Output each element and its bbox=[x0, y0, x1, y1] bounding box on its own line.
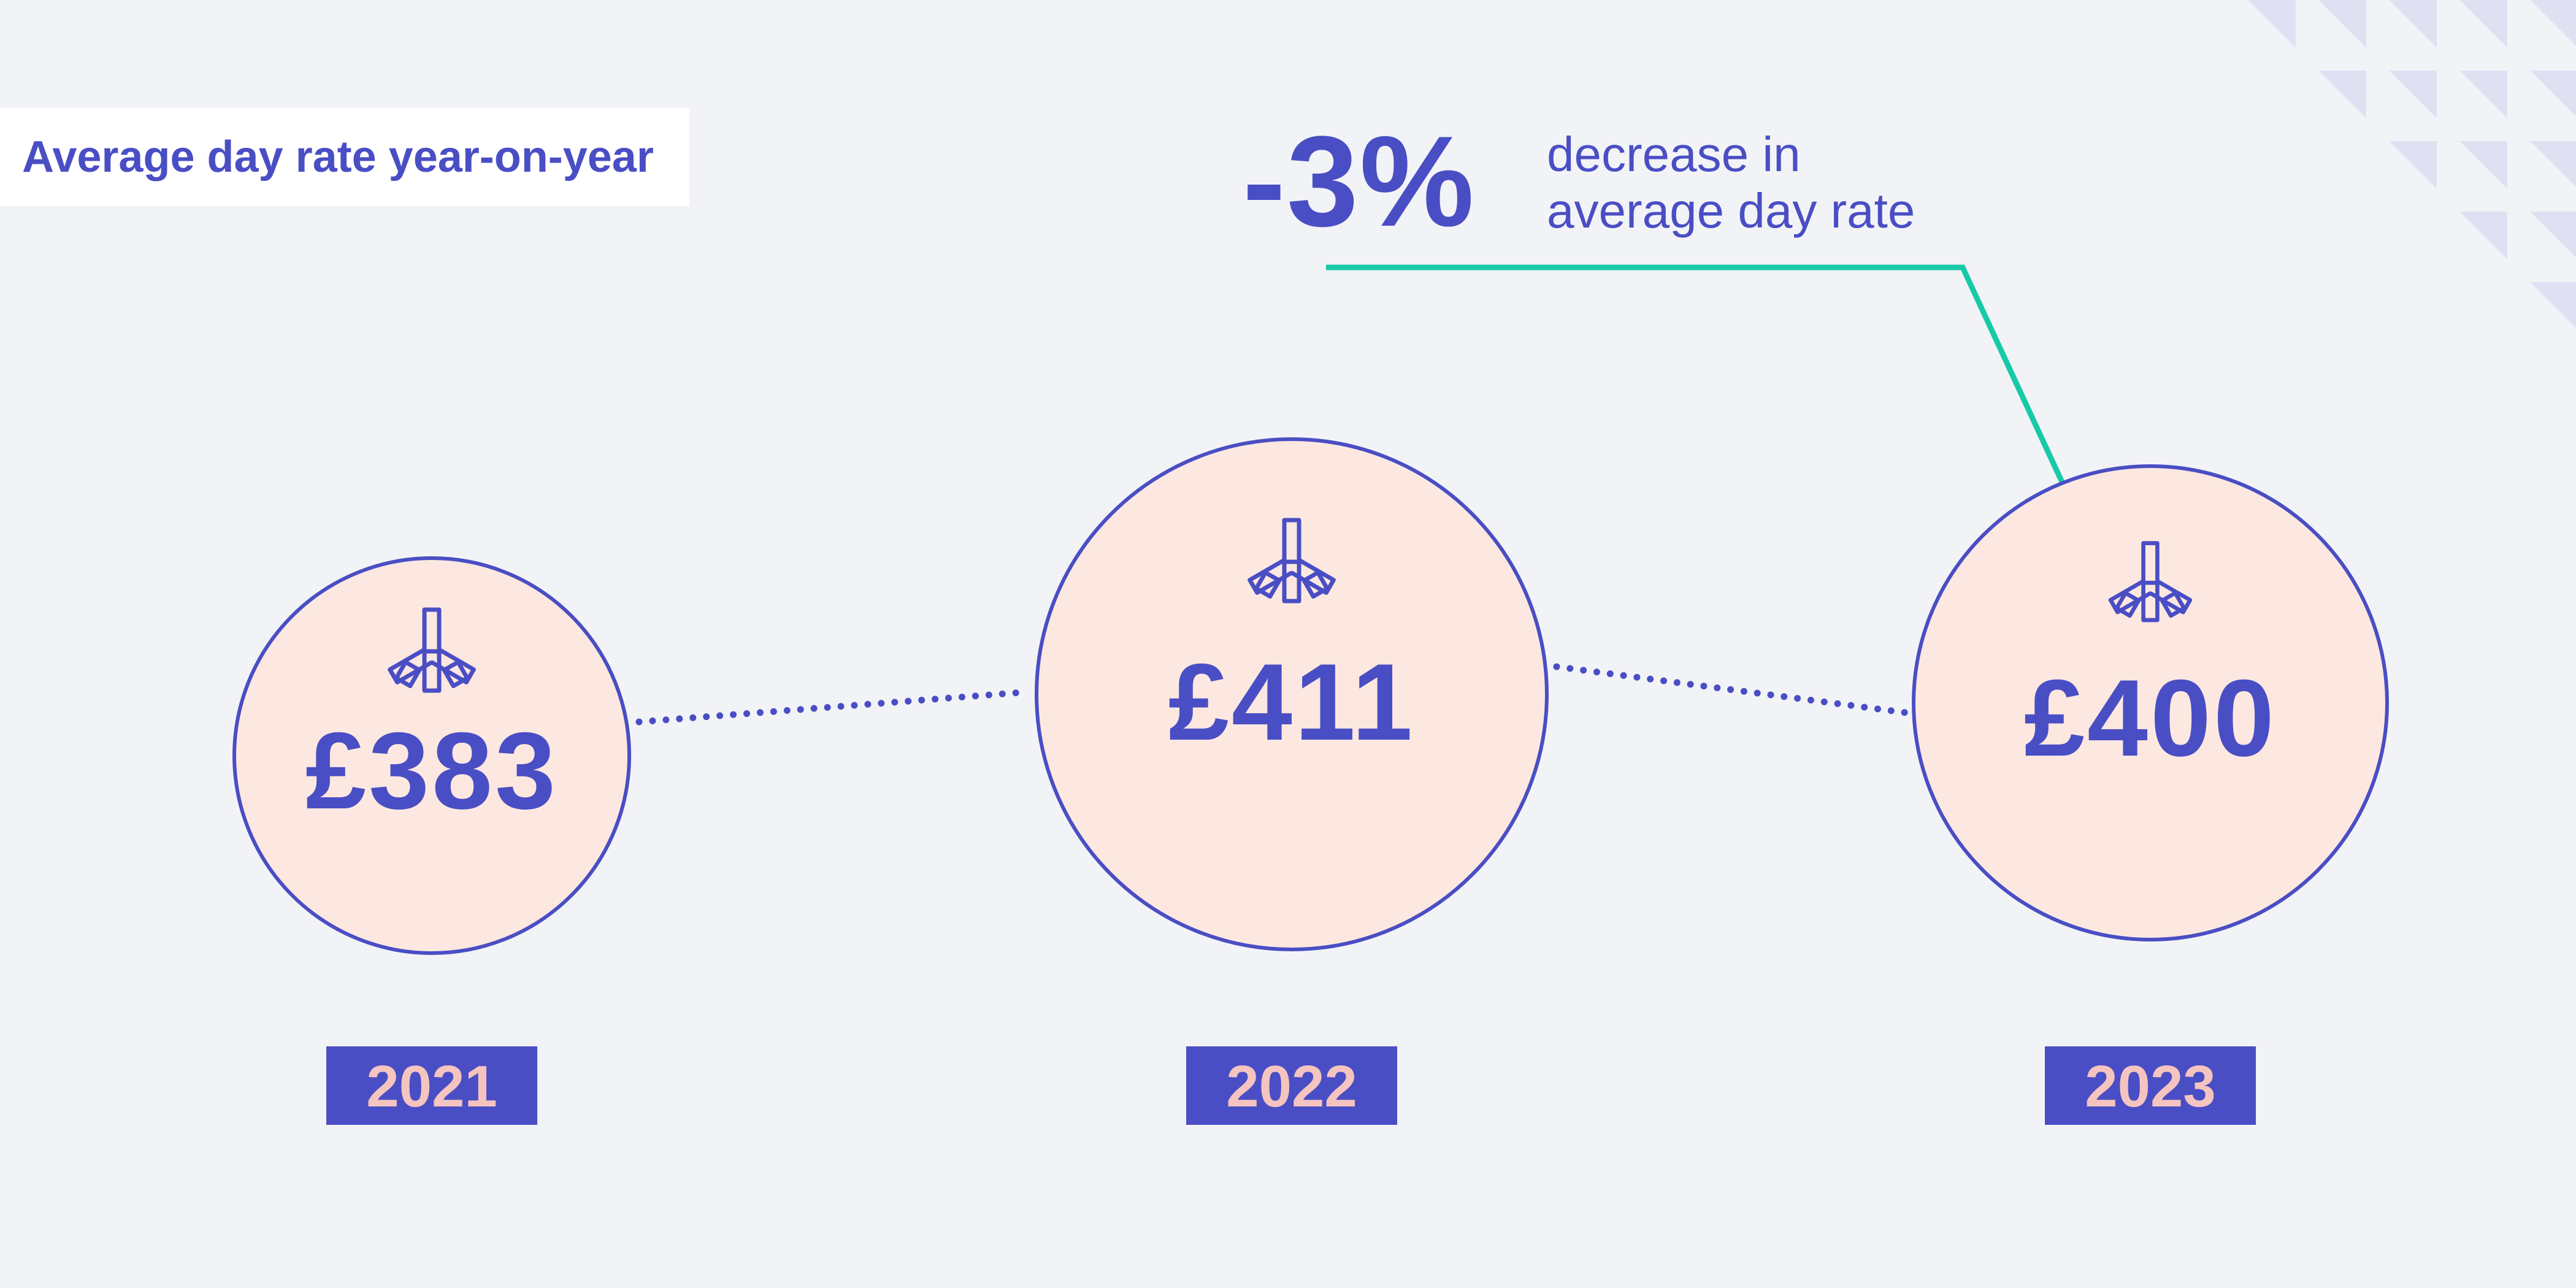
year-label: 2022 bbox=[1226, 1054, 1357, 1119]
corner-triangle bbox=[2459, 212, 2507, 259]
medical-asterisk-icon bbox=[388, 607, 476, 693]
change-percentage: -3% bbox=[1243, 109, 1476, 253]
year-label-box bbox=[1186, 1046, 1397, 1125]
change-caption: decrease in average day rate bbox=[1547, 126, 1915, 239]
connector-dotted-line bbox=[1553, 663, 1910, 716]
bubble-2021: £383 2021 bbox=[232, 556, 631, 1125]
corner-triangle-decoration bbox=[2248, 0, 2576, 328]
corner-triangle bbox=[2318, 0, 2366, 48]
bubble-circle bbox=[1035, 437, 1549, 951]
corner-triangle bbox=[2530, 141, 2576, 187]
change-caption-line-2: average day rate bbox=[1547, 183, 1915, 238]
bubble-value-label: £411 bbox=[1168, 641, 1415, 763]
chart-title: Average day rate year-on-year bbox=[22, 132, 654, 182]
corner-triangle bbox=[2248, 0, 2296, 48]
corner-triangle bbox=[2459, 71, 2507, 118]
corner-triangle bbox=[2389, 141, 2437, 189]
corner-triangle bbox=[2530, 282, 2576, 328]
connector-dotted-line bbox=[635, 688, 1033, 726]
chart-title-box: Average day rate year-on-year bbox=[0, 108, 689, 206]
bubble-value-label: £383 bbox=[305, 710, 558, 832]
corner-triangle bbox=[2530, 71, 2576, 117]
corner-triangle bbox=[2318, 71, 2366, 118]
medical-asterisk-icon bbox=[2108, 541, 2193, 623]
bubble-circle bbox=[1912, 464, 2389, 941]
data-bubbles: £383 2021 £411 2022 £400 2023 bbox=[232, 437, 2389, 1125]
corner-triangle bbox=[2389, 0, 2437, 48]
change-caption-line-1: decrease in bbox=[1547, 127, 1801, 182]
year-label: 2021 bbox=[366, 1054, 497, 1119]
connector-lines bbox=[635, 663, 1910, 726]
callout-line bbox=[1326, 264, 2065, 483]
corner-triangle bbox=[2459, 141, 2507, 189]
bubble-2022: £411 2022 bbox=[1035, 437, 1549, 1125]
bubble-value-label: £400 bbox=[2024, 657, 2277, 779]
year-label-box bbox=[2045, 1046, 2256, 1125]
corner-triangle bbox=[2530, 0, 2576, 46]
medical-asterisk-icon bbox=[1248, 518, 1336, 604]
bubble-circle bbox=[232, 556, 631, 955]
bubble-2023: £400 2023 bbox=[1912, 464, 2389, 1125]
corner-triangle bbox=[2389, 71, 2437, 118]
corner-triangle bbox=[2530, 212, 2576, 258]
year-label-box bbox=[326, 1046, 537, 1125]
corner-triangle bbox=[2459, 0, 2507, 48]
year-label: 2023 bbox=[2085, 1054, 2216, 1119]
